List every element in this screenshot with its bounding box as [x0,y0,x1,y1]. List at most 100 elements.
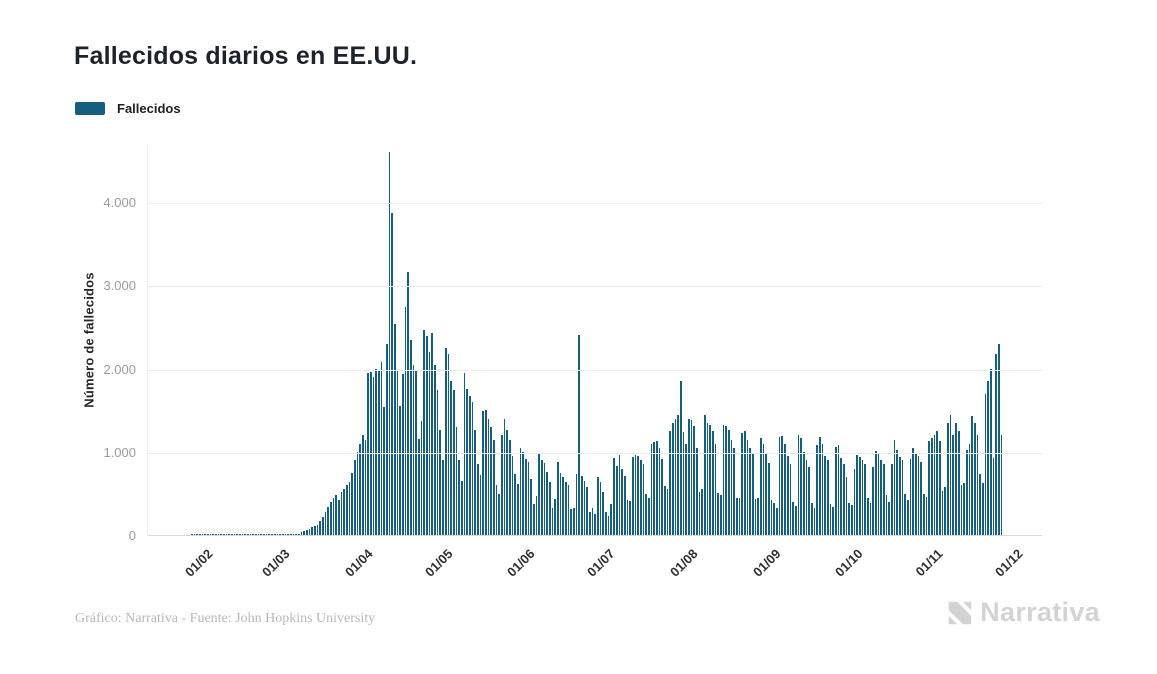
bar[interactable] [880,460,884,535]
bar[interactable] [792,502,795,535]
bar[interactable] [412,365,416,535]
bar[interactable] [901,460,905,535]
bar[interactable] [351,473,354,535]
bar[interactable] [714,444,718,535]
bar[interactable] [404,307,408,535]
bar[interactable] [610,504,614,535]
bar[interactable] [973,423,977,535]
bar[interactable] [388,152,392,535]
bar[interactable] [971,416,974,535]
bar[interactable] [399,406,403,535]
bar[interactable] [821,444,825,535]
bar[interactable] [909,459,913,535]
bar[interactable] [533,504,536,535]
bar[interactable] [933,435,937,535]
bar[interactable] [279,534,282,535]
bar[interactable] [586,487,590,535]
bar[interactable] [452,390,456,535]
bar[interactable] [530,479,533,535]
bar[interactable] [661,459,664,535]
bar[interactable] [292,534,296,535]
bar[interactable] [375,369,379,535]
bar[interactable] [720,495,723,535]
bar[interactable] [490,427,493,535]
bar[interactable] [353,460,357,535]
bar[interactable] [765,454,769,535]
bar[interactable] [466,389,469,535]
bar[interactable] [931,438,934,535]
bar[interactable] [442,460,445,535]
bar[interactable] [960,485,964,535]
bar[interactable] [516,484,520,535]
bar[interactable] [864,464,867,535]
bar[interactable] [725,426,729,535]
bar[interactable] [965,450,969,535]
bar[interactable] [311,527,314,535]
bar[interactable] [826,460,830,535]
bar[interactable] [482,411,485,535]
bar[interactable] [634,455,638,535]
bar[interactable] [562,477,566,535]
bar[interactable] [639,460,643,535]
bar[interactable] [663,486,667,535]
bar[interactable] [524,459,528,535]
bar[interactable] [321,517,325,535]
bar[interactable] [949,415,953,535]
bar[interactable] [263,534,266,535]
bar[interactable] [231,534,234,535]
bar[interactable] [543,463,547,535]
bar[interactable] [987,381,990,535]
bar[interactable] [316,525,320,535]
bar[interactable] [717,493,721,535]
bar[interactable] [754,499,758,535]
bar[interactable] [420,421,424,535]
bar[interactable] [917,456,921,535]
bar[interactable] [557,462,560,535]
bar[interactable] [786,456,790,535]
bar[interactable] [955,423,958,535]
bar[interactable] [460,481,464,535]
bar[interactable] [431,333,435,535]
bar[interactable] [549,482,552,535]
bar[interactable] [324,512,328,535]
bar[interactable] [637,456,640,535]
bar[interactable] [329,502,333,535]
bar[interactable] [923,494,926,535]
bar[interactable] [308,529,312,535]
bar[interactable] [837,445,841,535]
bar[interactable] [241,534,245,535]
bar[interactable] [447,354,451,535]
bar[interactable] [869,503,873,535]
bar[interactable] [979,474,982,535]
bar[interactable] [997,344,1001,535]
bar[interactable] [191,534,194,535]
bar[interactable] [848,503,851,535]
bar[interactable] [794,506,798,535]
bar[interactable] [506,430,509,535]
bar[interactable] [276,534,280,535]
bar[interactable] [252,534,256,535]
bar[interactable] [287,534,290,535]
bar[interactable] [768,463,771,535]
bar[interactable] [428,352,432,535]
bar[interactable] [244,534,248,535]
bar[interactable] [372,377,376,535]
bar[interactable] [824,456,827,535]
bar[interactable] [209,534,213,535]
bar[interactable] [300,532,304,535]
bar[interactable] [770,500,774,535]
bar[interactable] [693,426,696,535]
bar[interactable] [858,457,862,535]
bar[interactable] [936,431,940,535]
bar[interactable] [573,508,576,535]
bar[interactable] [359,444,362,535]
bar[interactable] [255,534,258,535]
bar[interactable] [434,365,437,535]
bar[interactable] [364,440,368,535]
bar[interactable] [840,458,843,535]
bar[interactable] [476,464,480,535]
bar[interactable] [658,448,662,535]
bar[interactable] [284,534,288,535]
bar[interactable] [215,534,218,535]
bar[interactable] [289,534,293,535]
